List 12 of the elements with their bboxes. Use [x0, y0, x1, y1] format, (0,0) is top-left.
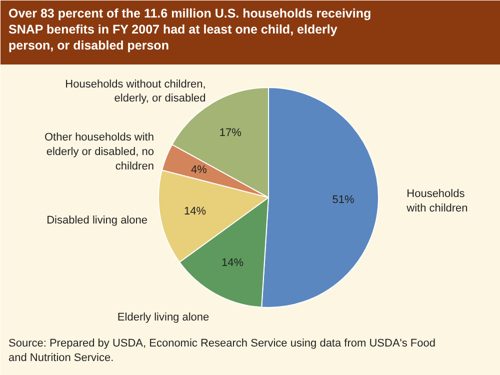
slice-label: Households with children [406, 188, 468, 215]
chart-title: Over 83 percent of the 11.6 million U.S. households receiving SNAP benefits in FY 2007 had at least one child, elderly person, or disabled person [8, 6, 372, 53]
data-label: 17% [219, 127, 242, 140]
slice-label: Households without children, elderly, or disabled [65, 78, 206, 105]
slice-label: Elderly living alone [117, 311, 210, 324]
data-label: 14% [184, 206, 206, 218]
data-label: 4% [191, 164, 208, 176]
data-label: 14% [221, 257, 244, 270]
slice-label: Disabled living alone [46, 214, 148, 227]
data-label: 51% [332, 194, 354, 206]
source-note: Source: Prepared by USDA, Economic Research Service using data from USDA's Food and Nutrition Service. [8, 338, 436, 364]
slice-label: Other households with elderly or disabled, no children [44, 132, 154, 173]
